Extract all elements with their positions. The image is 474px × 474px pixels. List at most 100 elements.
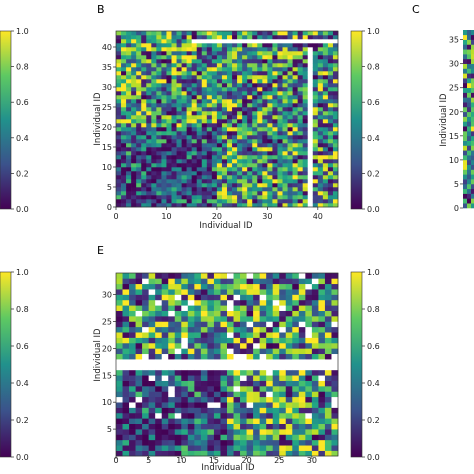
heatmap-cell bbox=[285, 423, 293, 430]
heatmap-cell bbox=[471, 58, 474, 64]
heatmap-cell bbox=[318, 418, 326, 424]
heatmap-cell bbox=[227, 179, 233, 184]
heatmap-cell bbox=[135, 418, 143, 424]
x-tick-label: 30 bbox=[262, 212, 272, 221]
heatmap-cell bbox=[116, 353, 123, 360]
heatmap-cell bbox=[246, 412, 254, 419]
heatmap-cell bbox=[242, 135, 248, 140]
heatmap-cell bbox=[307, 135, 314, 140]
heatmap-cell bbox=[186, 171, 192, 176]
heatmap-cell bbox=[285, 289, 293, 295]
colorbar-tick-label: 1.0 bbox=[16, 268, 29, 277]
heatmap-cell bbox=[267, 111, 273, 116]
heatmap-cell bbox=[287, 63, 293, 68]
heatmap-cell bbox=[211, 195, 218, 200]
heatmap-cell bbox=[272, 353, 280, 360]
heatmap-cell bbox=[282, 179, 288, 184]
heatmap-cell bbox=[307, 67, 314, 72]
heatmap-cell bbox=[186, 167, 192, 172]
heatmap-cell bbox=[259, 326, 267, 333]
heatmap-cell bbox=[121, 171, 127, 176]
heatmap-cell bbox=[141, 155, 147, 160]
heatmap-cell bbox=[287, 183, 293, 188]
heatmap-cell bbox=[151, 39, 157, 44]
colorbar-tick-label: 0.4 bbox=[16, 379, 29, 388]
heatmap-cell bbox=[287, 131, 293, 136]
heatmap-cell bbox=[200, 375, 208, 381]
y-tick-label: 20 bbox=[102, 123, 112, 132]
heatmap-cell bbox=[237, 79, 243, 84]
heatmap-cell bbox=[298, 337, 306, 344]
heatmap-cell bbox=[227, 75, 233, 80]
heatmap-cell bbox=[161, 316, 169, 322]
heatmap-cell bbox=[240, 294, 247, 301]
heatmap-cell bbox=[136, 51, 142, 56]
heatmap-cell bbox=[302, 159, 309, 164]
heatmap-cell bbox=[285, 305, 293, 311]
heatmap-cell bbox=[155, 396, 163, 403]
heatmap-cell bbox=[131, 191, 137, 196]
heatmap-cell bbox=[331, 434, 339, 441]
heatmap-cell bbox=[247, 195, 253, 200]
heatmap-cell bbox=[151, 87, 157, 92]
heatmap-cell bbox=[207, 439, 215, 446]
heatmap-cell bbox=[122, 353, 130, 360]
heatmap-cell bbox=[246, 278, 254, 285]
heatmap-cell bbox=[297, 159, 303, 164]
heatmap-cell bbox=[187, 391, 195, 398]
heatmap-cell bbox=[471, 188, 474, 194]
heatmap-cell bbox=[181, 407, 189, 414]
heatmap-cell bbox=[148, 412, 156, 419]
heatmap-cell bbox=[262, 119, 268, 124]
heatmap-cell bbox=[279, 337, 287, 344]
heatmap-cell bbox=[135, 391, 143, 398]
heatmap-cell bbox=[272, 310, 280, 317]
heatmap-cell bbox=[155, 299, 163, 306]
heatmap-cell bbox=[126, 175, 132, 180]
heatmap-cell bbox=[318, 359, 326, 365]
heatmap-cell bbox=[141, 83, 147, 88]
heatmap-cell bbox=[211, 139, 218, 144]
heatmap-cell bbox=[142, 337, 149, 344]
heatmap-cell bbox=[161, 278, 169, 285]
heatmap-cell bbox=[131, 31, 137, 36]
heatmap-cell bbox=[141, 99, 147, 104]
heatmap-cell bbox=[216, 203, 223, 208]
heatmap-cell bbox=[220, 348, 228, 355]
heatmap-cell bbox=[237, 39, 243, 44]
heatmap-cell bbox=[302, 103, 309, 108]
heatmap-cell bbox=[181, 326, 189, 333]
heatmap-cell bbox=[257, 35, 263, 40]
heatmap-cell bbox=[155, 289, 163, 295]
heatmap-cell bbox=[181, 450, 189, 457]
heatmap-cell bbox=[297, 155, 303, 160]
heatmap-cell bbox=[136, 71, 142, 76]
heatmap-cell bbox=[305, 348, 313, 355]
heatmap-cell bbox=[237, 167, 243, 172]
heatmap-cell bbox=[220, 342, 228, 349]
heatmap-cell bbox=[116, 199, 122, 204]
x-tick-label: 0 bbox=[113, 212, 118, 221]
heatmap-cell bbox=[187, 316, 195, 322]
heatmap-cell bbox=[156, 191, 162, 196]
heatmap-cell bbox=[282, 43, 288, 48]
heatmap-cell bbox=[467, 102, 472, 108]
heatmap-cell bbox=[252, 159, 258, 164]
heatmap-cell bbox=[302, 171, 309, 176]
heatmap-cell bbox=[211, 39, 218, 44]
heatmap-cell bbox=[331, 299, 339, 306]
heatmap-cell bbox=[142, 278, 149, 285]
heatmap-cell bbox=[174, 321, 182, 328]
heatmap-cell bbox=[168, 445, 176, 451]
heatmap-cell bbox=[233, 418, 241, 424]
heatmap-cell bbox=[262, 147, 268, 152]
heatmap-cell bbox=[285, 386, 293, 392]
heatmap-cell bbox=[297, 35, 303, 40]
heatmap-cell bbox=[216, 127, 223, 132]
heatmap-cell bbox=[141, 39, 147, 44]
heatmap-cell bbox=[148, 423, 156, 430]
heatmap-cell bbox=[272, 163, 278, 168]
heatmap-cell bbox=[161, 59, 167, 64]
heatmap-cell bbox=[312, 131, 319, 136]
heatmap-cell bbox=[131, 79, 137, 84]
